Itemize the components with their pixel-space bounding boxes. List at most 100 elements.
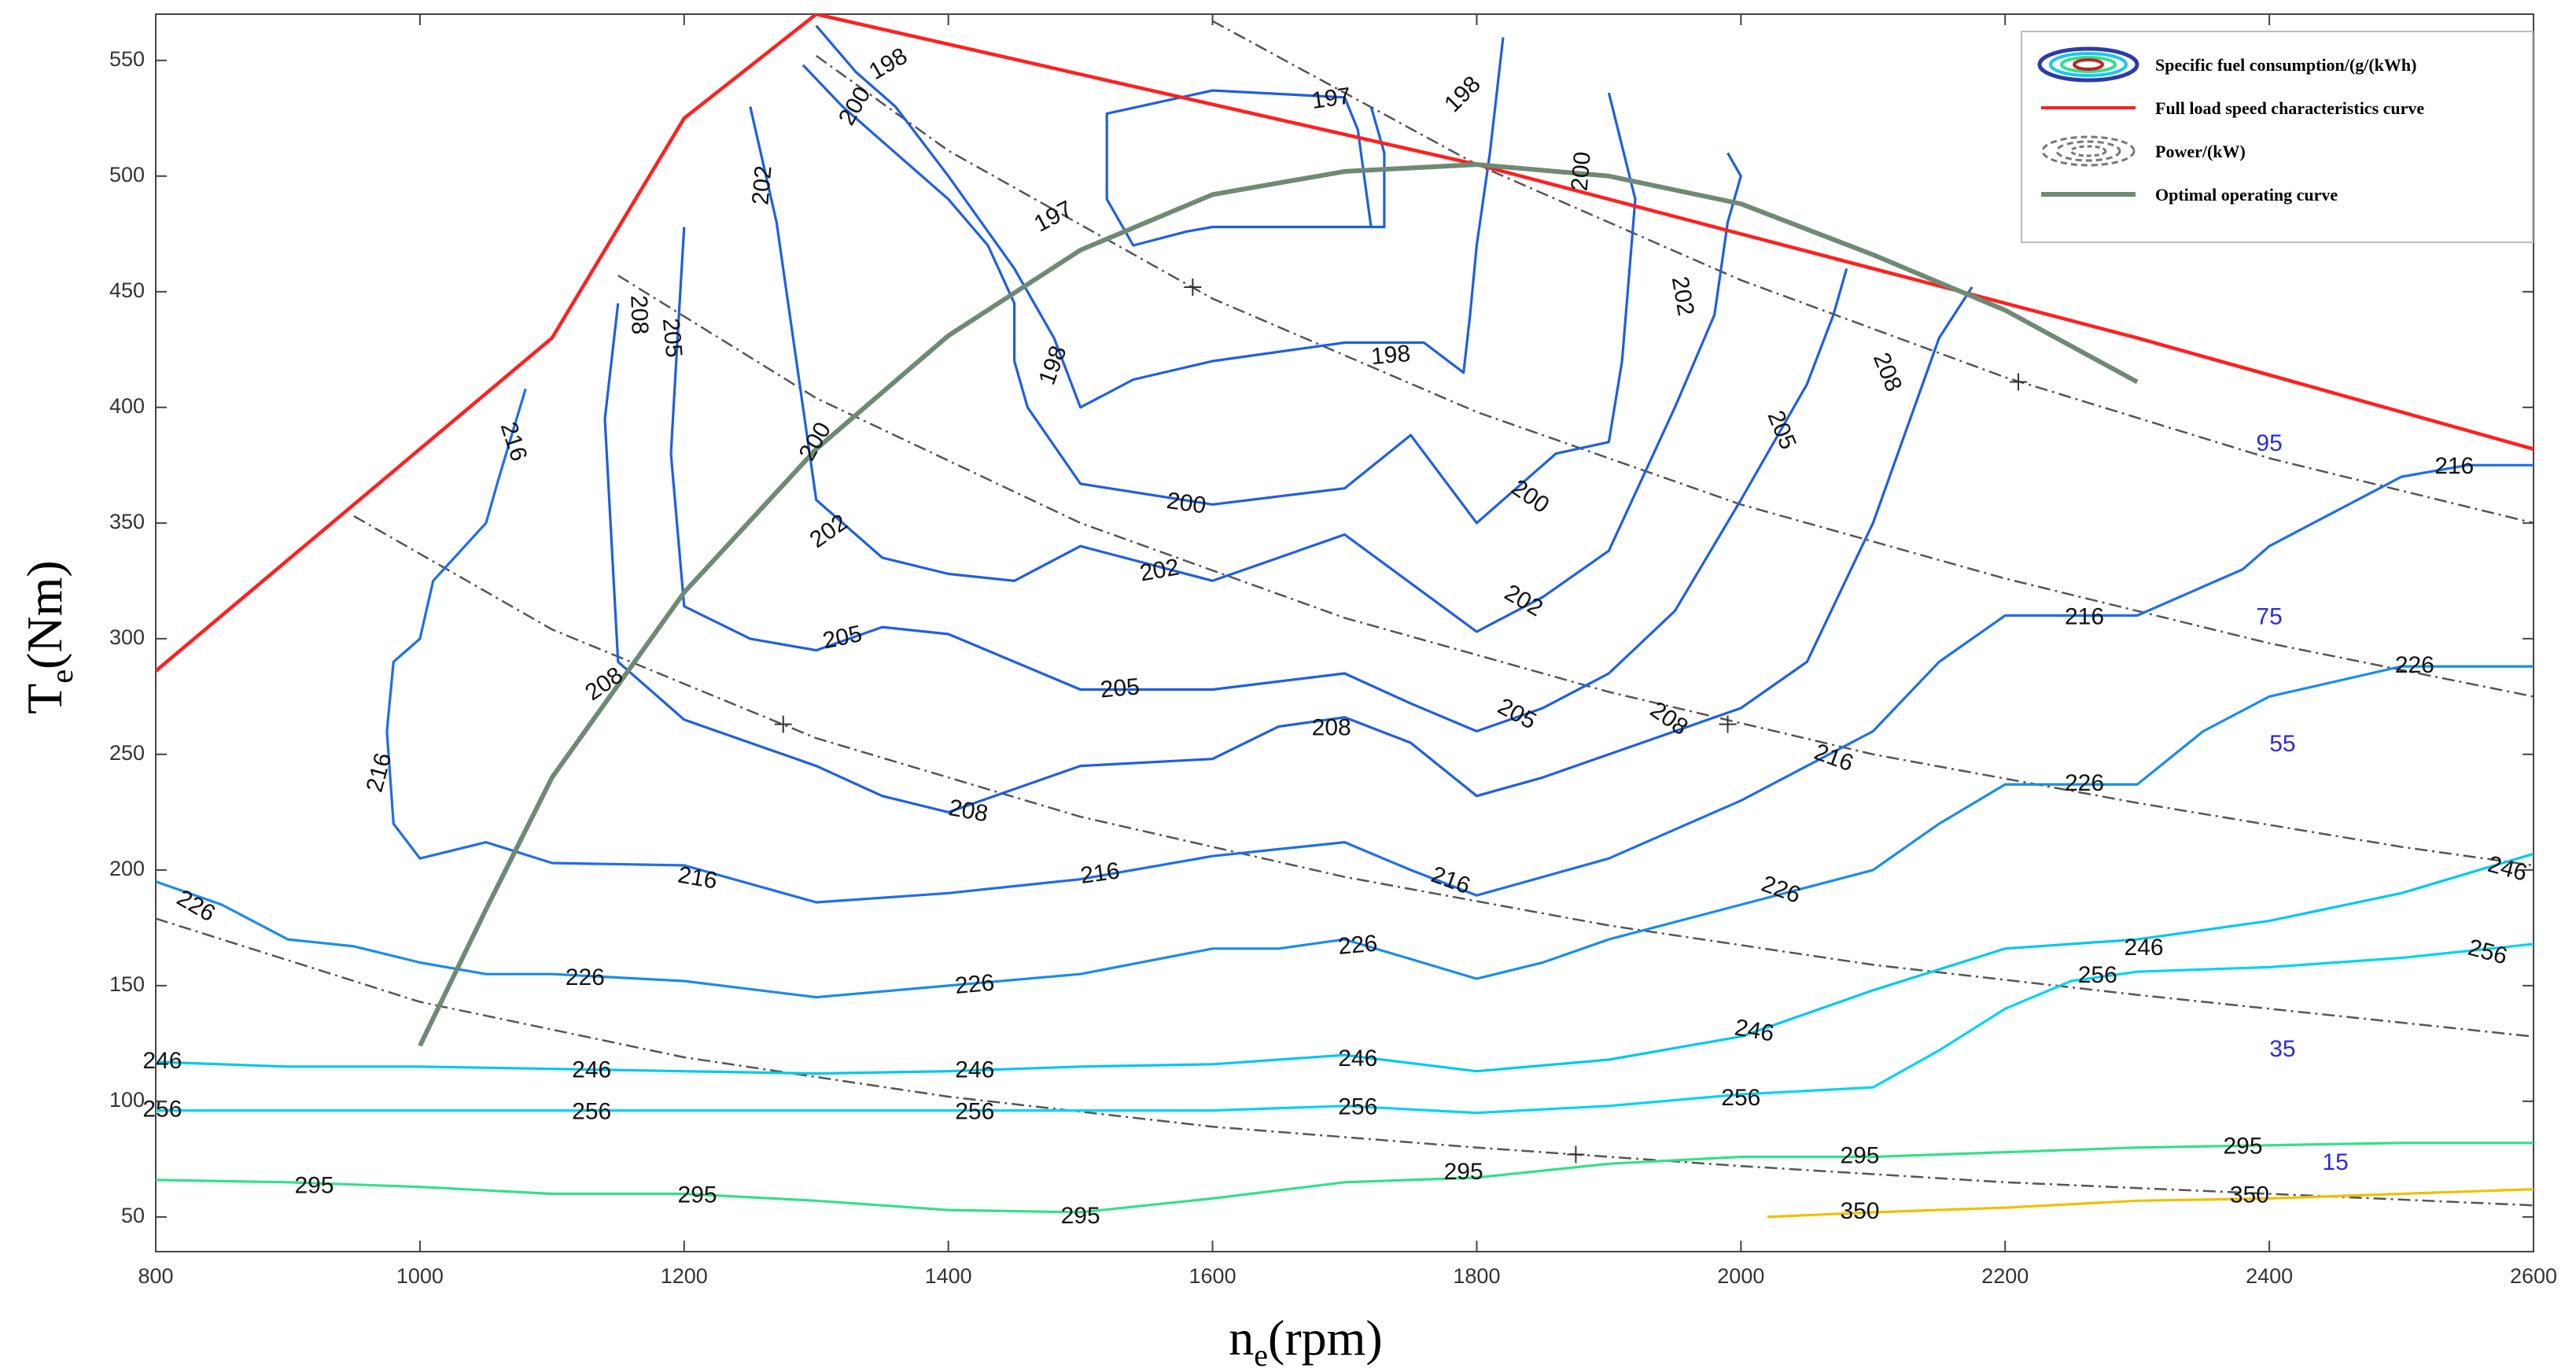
contour-label-226: 226 <box>2065 770 2104 796</box>
x-axis-title-main: n <box>1229 1310 1254 1366</box>
power-label-95: 95 <box>2256 430 2282 456</box>
contour-label-295: 295 <box>1444 1159 1483 1185</box>
power-curve-15kw <box>156 917 2534 1207</box>
contour-label-216: 216 <box>1078 858 1121 889</box>
power-label-35: 35 <box>2269 1036 2295 1062</box>
y-tick-label: 550 <box>109 47 145 71</box>
contour-line-198 <box>815 24 1505 409</box>
contour-label-205: 205 <box>1099 673 1141 703</box>
contour-line-295 <box>156 1141 2534 1214</box>
y-axis-title-unit: (Nm) <box>17 560 72 669</box>
y-tick-label: 500 <box>109 163 145 186</box>
main-curves-layer <box>156 14 2534 1047</box>
legend-label-full-load: Full load speed characteristics curve <box>2155 98 2424 118</box>
legend-sfc-ellipses-icon <box>2037 46 2139 83</box>
contour-label-208: 208 <box>1312 714 1351 740</box>
power-curve-35kw <box>353 514 2534 1038</box>
power-label-55: 55 <box>2269 731 2295 757</box>
x-tick-label: 1600 <box>1189 1264 1236 1288</box>
power-marker-plus <box>1567 1145 1585 1164</box>
power-marker-plus <box>774 715 792 733</box>
axes-layer: 800 1000 1200 1400 1600 1800 2000 2200 2400 2600 5… <box>109 14 2557 1288</box>
contour-label-350: 350 <box>1840 1198 1879 1224</box>
contour-label-216: 216 <box>2065 603 2104 629</box>
legend-label-power: Power/(kW) <box>2155 142 2246 161</box>
x-tick-label: 2400 <box>2246 1264 2293 1288</box>
power-marker-plus <box>1184 278 1202 296</box>
contour-label-350: 350 <box>2230 1182 2269 1208</box>
contour-label-197: 197 <box>1310 83 1352 114</box>
contour-line-205 <box>669 227 1848 733</box>
x-axis-title: ne(rpm) <box>1229 1310 1382 1372</box>
y-tick-label: 200 <box>109 857 145 880</box>
legend-power-ellipses-icon <box>2041 135 2136 167</box>
contour-line-200 <box>802 64 1637 525</box>
contour-label-295: 295 <box>1061 1203 1100 1229</box>
contour-line-350 <box>1767 1188 2534 1219</box>
contour-label-256: 256 <box>2078 962 2117 988</box>
y-axis-title-main: T <box>17 684 72 714</box>
y-tick-label: 150 <box>109 972 145 996</box>
contour-line-208 <box>603 286 1973 813</box>
contour-label-200: 200 <box>1567 150 1596 192</box>
contour-label-295: 295 <box>678 1182 717 1208</box>
legend: Specific fuel consumption/(g/(kWh) Full … <box>2021 31 2534 243</box>
contour-label-208: 208 <box>625 295 653 335</box>
contour-line-197 <box>1105 89 1386 247</box>
power-label-75: 75 <box>2256 603 2282 629</box>
y-tick-label: 450 <box>109 278 145 302</box>
contour-line-246 <box>156 852 2534 1075</box>
contour-label-226: 226 <box>1337 931 1379 960</box>
contour-label-226: 226 <box>954 970 996 999</box>
y-axis-title: Te(Nm) <box>17 560 79 714</box>
contour-label-226: 226 <box>2395 652 2434 678</box>
contour-label-256: 256 <box>1338 1094 1377 1120</box>
x-tick-label: 800 <box>138 1264 173 1288</box>
x-tick-label: 1200 <box>661 1264 708 1288</box>
contour-label-256: 256 <box>142 1097 182 1123</box>
contour-label-198: 198 <box>1370 341 1412 370</box>
contour-label-246: 246 <box>572 1057 611 1083</box>
x-tick-label: 1800 <box>1453 1264 1500 1288</box>
power-curve-75kw <box>815 54 2534 698</box>
y-tick-label: 250 <box>109 741 145 765</box>
power-marker-plus <box>1719 715 1737 733</box>
legend-label-sfc: Specific fuel consumption/(g/(kWh) <box>2155 55 2416 75</box>
y-tick-label: 350 <box>109 510 145 533</box>
x-tick-label: 2600 <box>2510 1264 2557 1288</box>
full-load-curve <box>156 14 2534 673</box>
y-tick-label: 300 <box>109 625 145 649</box>
contour-label-256: 256 <box>1721 1085 1760 1111</box>
contour-label-200: 200 <box>1165 488 1207 519</box>
power-label-15: 15 <box>2322 1149 2348 1175</box>
power-curves-layer <box>156 20 2534 1207</box>
y-axis-title-sub: e <box>44 669 79 684</box>
contour-label-295: 295 <box>1840 1142 1879 1168</box>
x-axis-title-unit: (rpm) <box>1268 1310 1383 1366</box>
contour-label-246: 246 <box>1338 1046 1377 1071</box>
y-tick-label: 400 <box>109 394 145 418</box>
y-tick-label: 100 <box>109 1088 145 1112</box>
power-marker-plus <box>2010 373 2028 391</box>
contour-label-256: 256 <box>955 1099 994 1125</box>
contour-label-205: 205 <box>658 317 687 359</box>
contour-label-216: 216 <box>2434 453 2474 479</box>
contour-label-202: 202 <box>747 164 776 206</box>
legend-label-optimal: Optimal operating curve <box>2155 185 2338 205</box>
contour-label-246: 246 <box>955 1057 994 1083</box>
contour-line-216 <box>385 388 2534 904</box>
contour-label-295: 295 <box>295 1173 334 1199</box>
y-tick-label: 50 <box>121 1204 145 1227</box>
x-tick-label: 2000 <box>1717 1264 1764 1288</box>
contour-line-256 <box>156 942 2534 1115</box>
fuel-consumption-contours-layer <box>156 24 2534 1219</box>
x-tick-label: 1400 <box>925 1264 972 1288</box>
contour-label-246: 246 <box>142 1048 182 1074</box>
contour-line-226 <box>156 665 2534 999</box>
optimal-operating-curve <box>418 162 2139 1047</box>
contour-label-256: 256 <box>572 1099 611 1125</box>
contour-line-202 <box>749 106 1742 633</box>
contour-label-246: 246 <box>2125 935 2164 961</box>
contour-label-295: 295 <box>2223 1134 2262 1160</box>
